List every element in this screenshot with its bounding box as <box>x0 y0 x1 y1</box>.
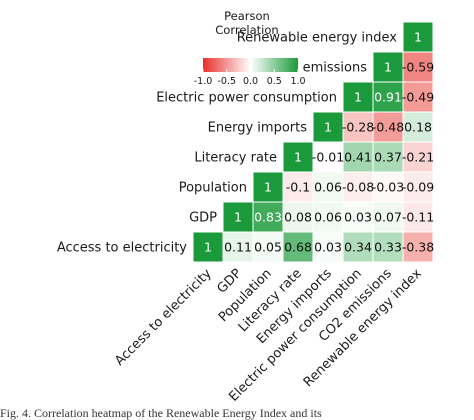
cell-value-population-population: 1 <box>264 180 272 195</box>
legend-tick-label: 0.0 <box>243 76 258 87</box>
cell-value-population-literacy-rate: -0.1 <box>286 180 310 195</box>
cell-value-electric-power-consumption-co2-emissions: 0.91 <box>374 90 402 105</box>
heatmap-cell-gdp-population <box>252 201 284 233</box>
cell-value-co2-emissions-co2-emissions: 1 <box>384 60 392 75</box>
heatmap-cell-energy-imports-co2-emissions <box>372 111 404 143</box>
row-label-renewable-energy-index: Renewable energy index <box>237 31 398 46</box>
heatmap-cell-population-literacy-rate <box>282 171 314 203</box>
cell-value-population-energy-imports: 0.06 <box>314 180 342 195</box>
cell-value-population-co2-emissions: -0.03 <box>372 180 404 195</box>
column-label-access-to-electricity: Access to electricity <box>112 266 215 369</box>
cell-value-population-renewable-energy-index: -0.09 <box>402 180 434 195</box>
heatmap-cell-gdp-gdp <box>222 201 254 233</box>
heatmap-cell-access-to-electricity-electric-power-consumption <box>342 231 374 263</box>
row-label-gdp: GDP <box>189 211 217 226</box>
cell-value-gdp-gdp: 1 <box>234 210 242 225</box>
heatmap-cell-co2-emissions-renewable-energy-index <box>402 51 434 83</box>
heatmap-cell-energy-imports-electric-power-consumption <box>342 111 374 143</box>
heatmap-cell-gdp-renewable-energy-index <box>402 201 434 233</box>
cell-value-gdp-literacy-rate: 0.08 <box>284 210 312 225</box>
cell-value-access-to-electricity-energy-imports: 0.03 <box>314 240 342 255</box>
cell-value-energy-imports-renewable-energy-index: 0.18 <box>404 120 432 135</box>
legend-ticks: -1.0 -0.5 0.0 0.5 1.0 <box>194 69 306 87</box>
legend-tick-label: -1.0 <box>194 76 213 87</box>
heatmap-cell-population-electric-power-consumption <box>342 171 374 203</box>
heatmap-cell-access-to-electricity-energy-imports <box>312 231 344 263</box>
cell-value-energy-imports-co2-emissions: -0.48 <box>372 120 404 135</box>
legend-tick-label: 1.0 <box>290 76 305 87</box>
cell-value-access-to-electricity-electric-power-consumption: 0.34 <box>344 240 372 255</box>
heatmap-cell-literacy-rate-energy-imports <box>312 141 344 173</box>
heatmap-cell-energy-imports-energy-imports <box>312 111 344 143</box>
cell-value-electric-power-consumption-electric-power-consumption: 1 <box>354 90 362 105</box>
cell-value-co2-emissions-renewable-energy-index: -0.59 <box>402 60 434 75</box>
cell-value-literacy-rate-electric-power-consumption: 0.41 <box>344 150 372 165</box>
heatmap-cell-population-co2-emissions <box>372 171 404 203</box>
heatmap-cell-access-to-electricity-access-to-electricity <box>192 231 224 263</box>
heatmap-cell-gdp-electric-power-consumption <box>342 201 374 233</box>
heatmap-cell-gdp-energy-imports <box>312 201 344 233</box>
cell-value-gdp-renewable-energy-index: -0.11 <box>402 210 434 225</box>
heatmap-cell-access-to-electricity-renewable-energy-index <box>402 231 434 263</box>
cell-value-gdp-energy-imports: 0.06 <box>314 210 342 225</box>
heatmap-cell-electric-power-consumption-electric-power-consumption <box>342 81 374 113</box>
heatmap-cell-access-to-electricity-co2-emissions <box>372 231 404 263</box>
cell-value-access-to-electricity-co2-emissions: 0.33 <box>374 240 402 255</box>
legend-color-bar <box>203 58 298 72</box>
heatmap-cell-population-population <box>252 171 284 203</box>
cell-value-literacy-rate-literacy-rate: 1 <box>294 150 302 165</box>
heatmap-cells <box>192 21 434 263</box>
cell-value-gdp-electric-power-consumption: 0.03 <box>344 210 372 225</box>
cell-value-population-electric-power-consumption: -0.08 <box>342 180 374 195</box>
cell-value-access-to-electricity-literacy-rate: 0.68 <box>284 240 312 255</box>
heatmap-cell-labels: 1 0.11 0.05 0.68 0.03 0.34 0.33 -0.381 0.83 0.08 0… <box>204 30 434 255</box>
cell-value-literacy-rate-energy-imports: -0.01 <box>312 150 344 165</box>
cell-value-energy-imports-electric-power-consumption: -0.28 <box>342 120 374 135</box>
heatmap-cell-co2-emissions-co2-emissions <box>372 51 404 83</box>
heatmap-cell-renewable-energy-index-renewable-energy-index <box>402 21 434 53</box>
row-label-access-to-electricity: Access to electricity <box>57 241 187 256</box>
cell-value-access-to-electricity-access-to-electricity: 1 <box>204 240 212 255</box>
heatmap-cell-access-to-electricity-gdp <box>222 231 254 263</box>
legend-tick-label: 0.5 <box>267 76 282 87</box>
cell-value-access-to-electricity-gdp: 0.11 <box>224 240 252 255</box>
heatmap-cell-literacy-rate-literacy-rate <box>282 141 314 173</box>
cell-value-literacy-rate-renewable-energy-index: -0.21 <box>402 150 434 165</box>
legend-title-line1: Pearson <box>224 9 270 23</box>
row-label-literacy-rate: Literacy rate <box>194 151 277 166</box>
legend-title-line2: Correlation <box>215 23 278 37</box>
legend-tick-label: -0.5 <box>217 76 236 87</box>
cell-value-gdp-population: 0.83 <box>254 210 282 225</box>
cell-value-renewable-energy-index-renewable-energy-index: 1 <box>414 30 422 45</box>
column-labels: Access to electricity GDPPopulationLitera… <box>112 266 425 405</box>
row-label-electric-power-consumption: Electric power consumption <box>156 91 337 106</box>
cell-value-literacy-rate-co2-emissions: 0.37 <box>374 150 402 165</box>
row-label-energy-imports: Energy imports <box>208 121 308 136</box>
cell-value-access-to-electricity-renewable-energy-index: -0.38 <box>402 240 434 255</box>
cell-value-access-to-electricity-population: 0.05 <box>254 240 282 255</box>
color-legend: Pearson Correlation -1.0 -0.5 0.0 0.5 1.0 <box>194 9 306 87</box>
heatmap-cell-literacy-rate-co2-emissions <box>372 141 404 173</box>
figure-caption: Fig. 4. Correlation heatmap of the Renew… <box>0 406 322 420</box>
cell-value-electric-power-consumption-renewable-energy-index: -0.49 <box>402 90 434 105</box>
cell-value-energy-imports-energy-imports: 1 <box>324 120 332 135</box>
cell-value-gdp-co2-emissions: 0.07 <box>374 210 402 225</box>
row-label-population: Population <box>179 181 247 196</box>
